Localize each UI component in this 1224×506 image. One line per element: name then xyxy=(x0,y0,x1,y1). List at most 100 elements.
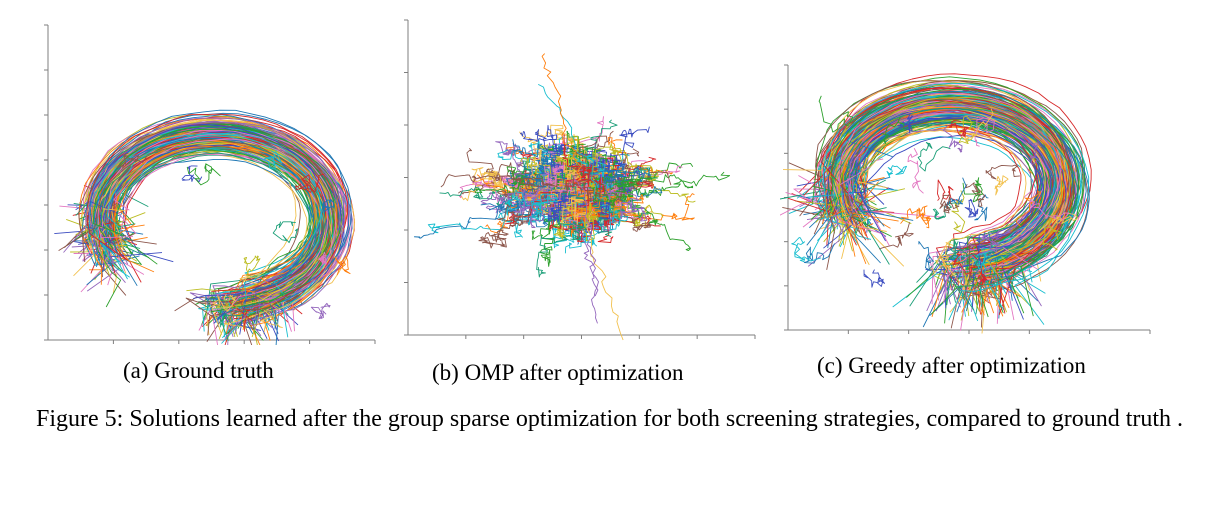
trajectory-line xyxy=(963,108,994,143)
trajectory-line xyxy=(974,194,989,222)
trajectory-line xyxy=(846,119,1051,318)
trajectory-line xyxy=(886,165,907,179)
trajectory-line xyxy=(838,103,1061,284)
trajectory-line xyxy=(63,117,345,338)
omp-trajectories xyxy=(404,19,756,341)
trajectory-line xyxy=(932,202,956,220)
trajectory-line xyxy=(823,107,1061,308)
trajectory-line xyxy=(113,138,329,312)
trajectory-line xyxy=(974,117,995,147)
trajectory-line xyxy=(806,82,1090,321)
trajectory-line xyxy=(501,173,536,199)
trajectory-line xyxy=(929,246,949,274)
trajectory-line xyxy=(985,164,1020,180)
trajectory-line xyxy=(844,107,1058,279)
trajectory-line xyxy=(855,117,1052,284)
trajectory-line xyxy=(181,165,203,183)
trajectory-line xyxy=(857,129,1027,265)
trajectory-line xyxy=(937,179,960,202)
trajectory-line xyxy=(92,133,328,307)
trajectory-line xyxy=(506,193,555,238)
panel-c-plot xyxy=(780,20,1160,335)
trajectory-line xyxy=(544,166,582,215)
trajectory-line xyxy=(88,112,350,330)
trajectory-line xyxy=(82,127,349,332)
trajectory-line xyxy=(310,302,331,320)
trajectory-line xyxy=(848,113,1050,277)
trajectory-line xyxy=(572,175,599,297)
trajectory-line xyxy=(547,194,575,223)
trajectory-line xyxy=(565,202,599,242)
trajectory-line xyxy=(588,173,648,222)
panel-a-plot xyxy=(40,20,380,345)
trajectory-line xyxy=(562,134,595,190)
axes xyxy=(44,24,376,344)
figure-caption: Figure 5: Solutions learned after the gr… xyxy=(36,406,1184,432)
trajectory-line xyxy=(116,152,148,169)
trajectory-line xyxy=(852,114,1056,281)
trajectory-line xyxy=(1029,142,1042,165)
trajectory-line xyxy=(321,196,335,214)
trajectory-line xyxy=(541,53,582,183)
panel-b-plot xyxy=(400,15,760,345)
trajectory-line xyxy=(917,141,951,172)
trajectory-line xyxy=(295,173,325,193)
trajectory-line xyxy=(825,84,1065,264)
trajectory-line xyxy=(880,116,905,144)
trajectory-line xyxy=(943,125,963,153)
trajectory-line xyxy=(994,175,1009,196)
trajectory-line xyxy=(106,132,322,299)
trajectory-line xyxy=(92,128,335,313)
trajectory-line xyxy=(979,230,1000,253)
trajectory-line xyxy=(553,191,611,219)
trajectory-line xyxy=(821,86,1072,314)
trajectory-line xyxy=(847,135,1045,264)
trajectory-line xyxy=(88,135,335,338)
trajectory-line xyxy=(334,256,351,276)
trajectory-line xyxy=(486,179,553,215)
trajectory-line xyxy=(977,268,991,287)
trajectory-line xyxy=(962,177,984,203)
trajectory-line xyxy=(818,95,854,133)
trajectory-line xyxy=(210,293,237,312)
trajectory-line xyxy=(965,182,986,208)
trajectory-line xyxy=(817,97,1071,293)
trajectory-line xyxy=(579,154,623,186)
trajectory-line xyxy=(186,163,221,186)
trajectory-line xyxy=(598,176,692,252)
trajectory-line xyxy=(586,211,624,341)
trajectory-line xyxy=(58,139,330,322)
trajectory-line xyxy=(815,80,1070,270)
trajectory-line xyxy=(846,90,1074,277)
trajectory-line xyxy=(803,243,836,264)
trajectory-line xyxy=(878,222,914,250)
trajectory-line xyxy=(813,121,1022,244)
subcaption-b: (b) OMP after optimization xyxy=(432,360,684,385)
trajectory-line xyxy=(85,138,314,295)
trajectory-line xyxy=(907,148,924,194)
trajectory-line xyxy=(263,151,283,170)
axes xyxy=(404,19,756,339)
trajectory-line xyxy=(550,164,588,204)
trajectory-line xyxy=(243,255,261,277)
trajectory-line xyxy=(918,241,935,271)
trajectory-line xyxy=(951,190,966,233)
trajectory-line xyxy=(815,113,1069,296)
greedy-trajectories xyxy=(780,64,1151,334)
trajectory-line xyxy=(833,107,1078,311)
trajectory-line xyxy=(897,113,916,134)
ground-truth-trajectories xyxy=(44,24,376,345)
trajectory-line xyxy=(950,239,980,265)
trajectory-line xyxy=(317,251,328,266)
trajectory-line xyxy=(964,198,979,218)
trajectory-line xyxy=(115,152,311,324)
trajectory-line xyxy=(589,164,652,189)
trajectory-line xyxy=(536,209,587,278)
trajectory-line xyxy=(505,190,558,214)
trajectory-line xyxy=(842,106,1063,313)
trajectory-line xyxy=(939,194,960,214)
trajectory-line xyxy=(113,139,316,293)
trajectory-line xyxy=(975,252,991,278)
trajectory-line xyxy=(863,269,886,288)
trajectory-line xyxy=(788,99,1065,276)
